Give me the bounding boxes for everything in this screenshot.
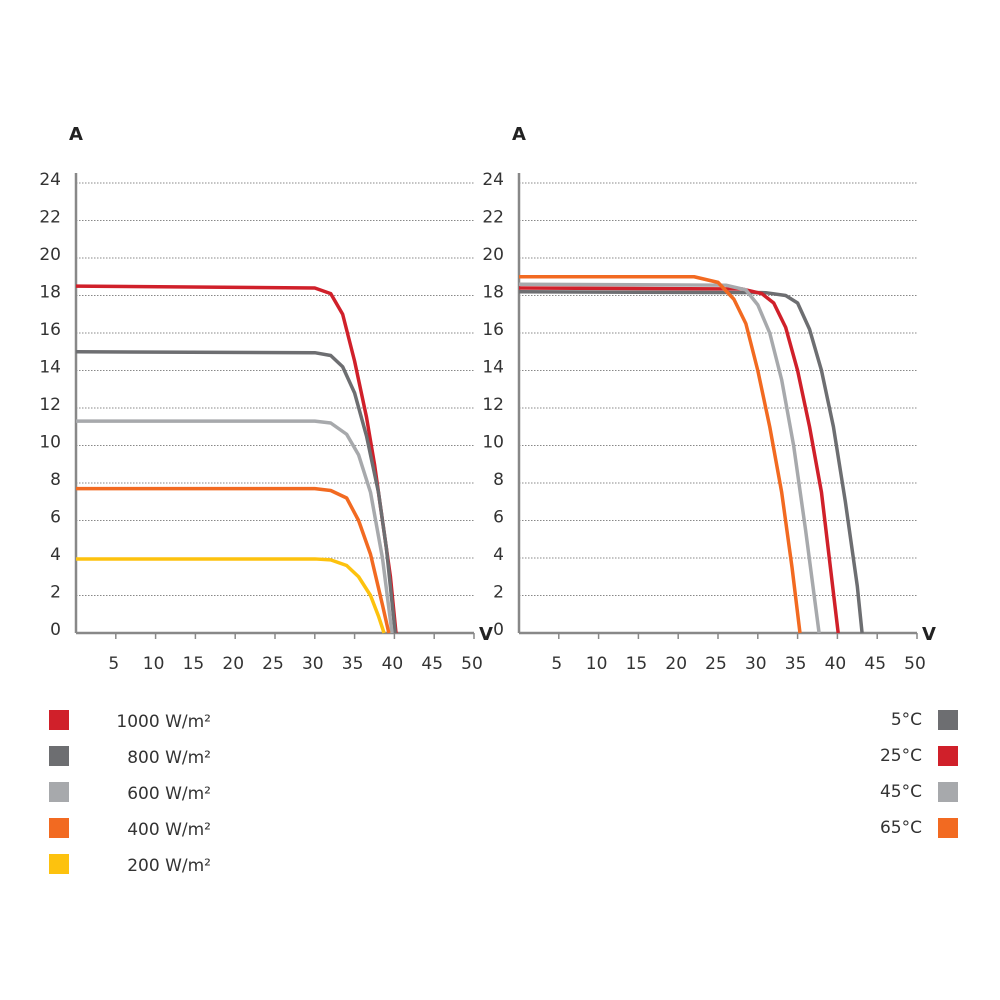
y-axis-label: A <box>512 124 526 145</box>
legend-label: 800 W/m² <box>127 748 211 768</box>
x-tick-label: 40 <box>382 654 404 674</box>
x-tick-label: 25 <box>262 654 284 674</box>
series-line <box>518 282 821 634</box>
legend-swatch <box>938 746 958 766</box>
x-tick-label: 30 <box>302 654 324 674</box>
x-tick-label: 45 <box>421 654 443 674</box>
x-tick-label: 40 <box>825 654 847 674</box>
y-tick-label: 2 <box>493 583 504 603</box>
series-line <box>75 350 397 634</box>
y-axis-label: A <box>69 124 83 145</box>
y-tick-label: 10 <box>482 433 504 453</box>
legend-swatch <box>49 818 69 838</box>
legend-label: 25°C <box>880 746 922 766</box>
x-tick-label: 10 <box>586 654 608 674</box>
y-tick-label: 2 <box>50 583 61 603</box>
series-line <box>518 290 864 634</box>
legend-swatch <box>938 818 958 838</box>
y-tick-label: 12 <box>39 395 61 415</box>
x-axis-label: V <box>479 624 493 645</box>
y-tick-label: 12 <box>482 395 504 415</box>
x-tick-label: 45 <box>864 654 886 674</box>
legend-label: 400 W/m² <box>127 820 211 840</box>
y-tick-label: 6 <box>50 508 61 528</box>
y-tick-label: 14 <box>39 358 61 378</box>
y-tick-label: 24 <box>482 170 504 190</box>
y-tick-label: 4 <box>50 545 61 565</box>
legend-swatch <box>49 854 69 874</box>
legend-swatch <box>49 710 69 730</box>
x-tick-label: 50 <box>461 654 483 674</box>
legend-swatch <box>49 746 69 766</box>
y-tick-label: 22 <box>482 208 504 228</box>
x-tick-label: 20 <box>665 654 687 674</box>
y-tick-label: 0 <box>493 620 504 640</box>
x-axis-label: V <box>922 624 936 645</box>
y-tick-label: 6 <box>493 508 504 528</box>
series-line <box>519 275 802 634</box>
x-tick-label: 15 <box>626 654 648 674</box>
y-tick-label: 0 <box>50 620 61 640</box>
legend-label: 45°C <box>880 782 922 802</box>
x-tick-label: 50 <box>904 654 926 674</box>
x-tick-label: 5 <box>551 654 562 674</box>
y-tick-label: 4 <box>493 545 504 565</box>
legend-label: 200 W/m² <box>127 856 211 876</box>
y-tick-label: 22 <box>39 208 61 228</box>
legend-swatch <box>49 782 69 802</box>
x-tick-label: 25 <box>705 654 727 674</box>
y-tick-label: 20 <box>482 245 504 265</box>
x-tick-label: 30 <box>745 654 767 674</box>
legend-label: 5°C <box>891 710 922 730</box>
series-line <box>75 284 398 634</box>
x-tick-label: 20 <box>222 654 244 674</box>
legend-label: 600 W/m² <box>127 784 211 804</box>
legend-swatch <box>938 710 958 730</box>
y-tick-label: 10 <box>39 433 61 453</box>
x-tick-label: 35 <box>785 654 807 674</box>
x-tick-label: 15 <box>183 654 205 674</box>
series-line <box>76 557 386 634</box>
y-tick-label: 16 <box>39 320 61 340</box>
y-tick-label: 18 <box>482 283 504 303</box>
y-tick-label: 18 <box>39 283 61 303</box>
legend-swatch <box>938 782 958 802</box>
y-tick-label: 8 <box>50 470 61 490</box>
legend-label: 1000 W/m² <box>116 712 211 732</box>
y-tick-label: 14 <box>482 358 504 378</box>
x-tick-label: 35 <box>342 654 364 674</box>
series-line <box>518 286 840 634</box>
y-tick-label: 20 <box>39 245 61 265</box>
x-tick-label: 10 <box>143 654 165 674</box>
y-tick-label: 16 <box>482 320 504 340</box>
y-tick-label: 24 <box>39 170 61 190</box>
series-line <box>76 419 394 634</box>
series-line <box>76 486 391 634</box>
x-tick-label: 5 <box>108 654 119 674</box>
legend-label: 65°C <box>880 818 922 838</box>
y-tick-label: 8 <box>493 470 504 490</box>
